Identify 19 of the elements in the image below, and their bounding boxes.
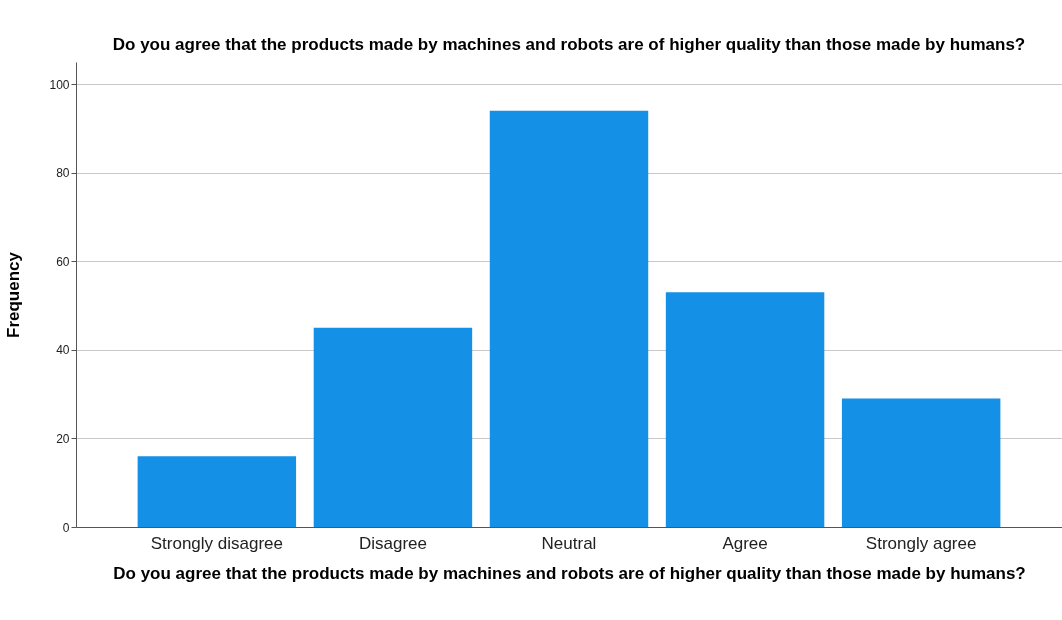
bar — [841, 398, 1001, 527]
x-tick-label: Strongly agree — [865, 533, 977, 553]
y-tick-label: 100 — [49, 77, 70, 92]
bar — [489, 110, 649, 527]
x-tick-label: Disagree — [358, 533, 427, 553]
chart-title: Do you agree that the products made by machines and robots are of higher quality than those made by humans? — [112, 35, 1026, 54]
y-axis-title: Frequency — [4, 251, 24, 338]
bar — [665, 292, 825, 527]
x-tick-label: Agree — [722, 533, 768, 553]
bar — [313, 327, 473, 527]
y-tick-label: 20 — [56, 431, 70, 446]
y-tick-label: 0 — [62, 520, 70, 535]
x-tick-label: Strongly disagree — [150, 533, 284, 553]
x-axis-title: Do you agree that the products made by machines and robots are of higher quality than those made by humans? — [113, 563, 1026, 583]
y-tick-label: 60 — [56, 254, 70, 269]
y-tick-label: 80 — [56, 166, 70, 181]
bar — [137, 456, 297, 527]
x-tick-label: Neutral — [541, 533, 597, 553]
y-tick-label: 40 — [56, 343, 70, 358]
